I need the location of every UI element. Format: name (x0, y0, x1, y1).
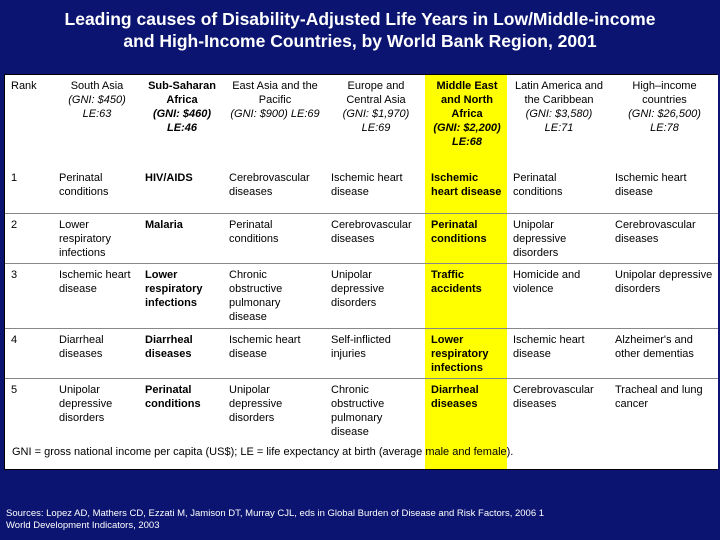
table-cell: Perinatal conditions (223, 212, 325, 263)
daly-causes-table: Rank South Asia (GNI: $450) LE:63 Sub-Sah… (5, 75, 718, 441)
rank-cell: 3 (5, 262, 53, 328)
table-cell: Cerebrovascular diseases (609, 212, 718, 263)
table-cell: Diarrheal diseases (139, 327, 223, 378)
table-cell: Traffic accidents (425, 262, 507, 328)
sources-note: Sources: Lopez AD, Mathers CD, Ezzati M,… (6, 508, 706, 532)
table-cell: Lower respiratory infections (139, 262, 223, 328)
slide-title: Leading causes of Disability-Adjusted Li… (0, 8, 720, 52)
table-row: 4 Diarrheal diseases Diarrheal diseases … (5, 327, 718, 378)
table-cell: Homicide and violence (507, 262, 609, 328)
header-south-asia: South Asia (GNI: $450) LE:63 (68, 80, 126, 120)
header-high-income: High–income countries (GNI: $26,500) LE:7… (628, 80, 701, 134)
table-cell: Ischemic heart disease (223, 327, 325, 378)
table-cell: Ischemic heart disease (615, 172, 687, 198)
table-row: 2 Lower respiratory infections Malaria P… (5, 212, 718, 263)
table-cell: Chronic obstructive pulmonary disease (325, 377, 425, 441)
rank-cell: 1 (11, 172, 18, 184)
table-cell: Diarrheal diseases (53, 327, 139, 378)
table-row: 1 Perinatal conditions HIV/AIDS Cerebrov… (5, 167, 718, 213)
table-cell: Cerebrovascular diseases (507, 377, 609, 441)
table-cell: Cerebrovascular diseases (229, 172, 310, 198)
table-cell: Malaria (139, 212, 223, 263)
table-cell: Lower respiratory infections (425, 327, 507, 378)
table-cell: HIV/AIDS (145, 172, 193, 184)
table-cell: Diarrheal diseases (425, 377, 507, 441)
table-cell: Self-inflicted injuries (325, 327, 425, 378)
table-cell: Alzheimer's and other dementias (609, 327, 718, 378)
table-row: 5 Unipolar depressive disorders Perinata… (5, 377, 718, 441)
table-card: Rank South Asia (GNI: $450) LE:63 Sub-Sah… (4, 74, 718, 470)
table-cell: Chronic obstructive pulmonary disease (223, 262, 325, 328)
header-europe-central-asia: Europe and Central Asia (GNI: $1,970) LE:… (342, 80, 410, 134)
table-cell: Unipolar depressive disorders (53, 377, 139, 441)
table-cell: Lower respiratory infections (53, 212, 139, 263)
header-row: Rank South Asia (GNI: $450) LE:63 Sub-Sah… (5, 75, 718, 167)
table-footnote: GNI = gross national income per capita (… (12, 446, 514, 458)
table-cell: Ischemic heart disease (53, 262, 139, 328)
table-cell: Unipolar depressive disorders (223, 377, 325, 441)
title-line-2: and High-Income Countries, by World Bank… (123, 31, 597, 51)
title-line-1: Leading causes of Disability-Adjusted Li… (64, 9, 656, 29)
table-cell: Unipolar depressive disorders (609, 262, 718, 328)
table-cell: Tracheal and lung cancer (609, 377, 718, 441)
header-middle-east-north-africa: Middle East and North Africa (GNI: $2,200… (433, 80, 501, 148)
rank-cell: 2 (5, 212, 53, 263)
table-cell: Ischemic heart disease (431, 172, 502, 198)
table-cell: Perinatal conditions (139, 377, 223, 441)
table-cell: Perinatal conditions (513, 172, 563, 198)
sources-line-1: Sources: Lopez AD, Mathers CD, Ezzati M,… (6, 508, 545, 519)
table-cell: Perinatal conditions (59, 172, 109, 198)
table-cell: Ischemic heart disease (331, 172, 403, 198)
table-cell: Ischemic heart disease (507, 327, 609, 378)
header-sub-saharan-africa: Sub-Saharan Africa (GNI: $460) LE:46 (148, 80, 216, 134)
table-cell: Perinatal conditions (425, 212, 507, 263)
rank-cell: 5 (5, 377, 53, 441)
header-rank: Rank (11, 80, 37, 92)
table-row: 3 Ischemic heart disease Lower respirato… (5, 262, 718, 328)
sources-line-2: World Development Indicators, 2003 (6, 520, 160, 531)
header-east-asia-pacific: East Asia and the Pacific (GNI: $900) LE:… (230, 80, 320, 120)
header-latin-america-caribbean: Latin America and the Caribbean (GNI: $3,… (514, 80, 604, 134)
table-cell: Cerebrovascular diseases (325, 212, 425, 263)
rank-cell: 4 (5, 327, 53, 378)
table-cell: Unipolar depressive disorders (325, 262, 425, 328)
table-cell: Unipolar depressive disorders (507, 212, 609, 263)
